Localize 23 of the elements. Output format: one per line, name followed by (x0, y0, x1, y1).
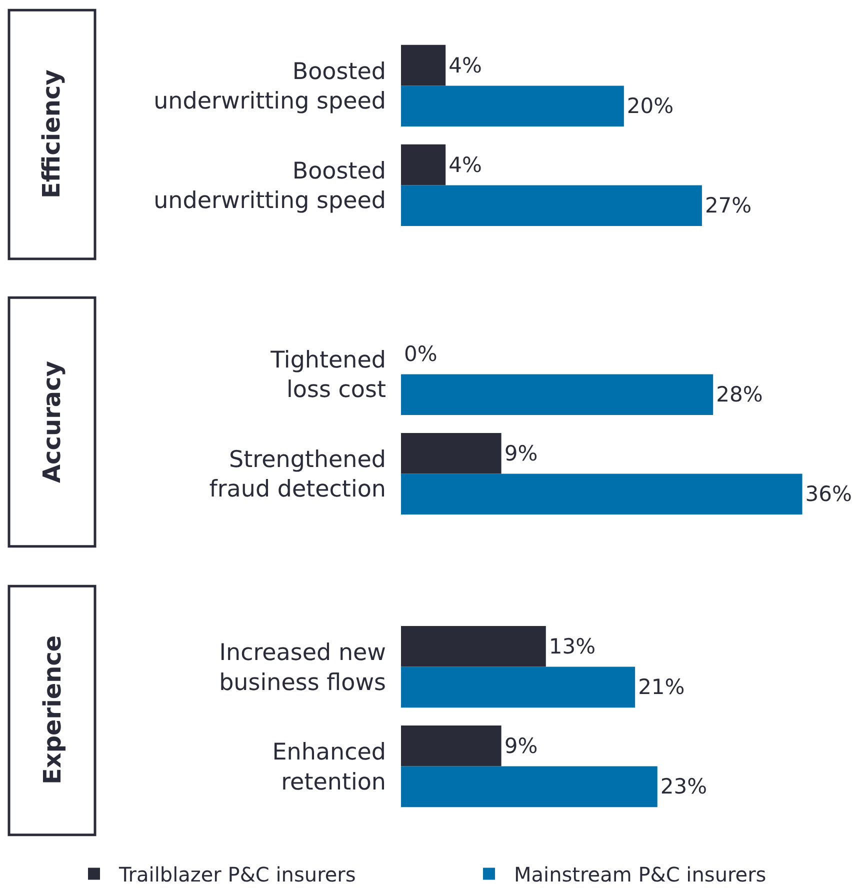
y-tick-label: Increased new business flows (219, 640, 386, 696)
data-label: 13% (548, 634, 596, 658)
data-label: 21% (638, 675, 685, 700)
data-label: 0% (404, 342, 438, 366)
data-label: 4% (448, 152, 482, 177)
data-label: 4% (448, 53, 482, 78)
data-label: 20% (626, 94, 674, 118)
y-tick-label: Enhanced retention (272, 739, 386, 796)
data-label: 28% (716, 382, 763, 407)
legend-label: Mainstream P&C insurers (514, 862, 766, 887)
y-tick-label: Strengthened fraud detection (209, 446, 386, 503)
data-label: 9% (504, 734, 538, 758)
text: Experience (38, 635, 66, 785)
y-tick-label: Boosted underwritting speed (154, 158, 386, 214)
text: Efficiency (38, 69, 66, 198)
text: Accuracy (38, 360, 66, 484)
y-tick-label: Tightened loss cost (270, 347, 386, 404)
y-tick-label: Boosted underwritting speed (154, 58, 386, 115)
data-label: 36% (805, 482, 852, 506)
data-label: 27% (704, 194, 752, 218)
data-label: 23% (660, 774, 708, 799)
legend-label: Trailblazer P&C insurers (118, 862, 356, 887)
data-label: 9% (504, 441, 538, 466)
